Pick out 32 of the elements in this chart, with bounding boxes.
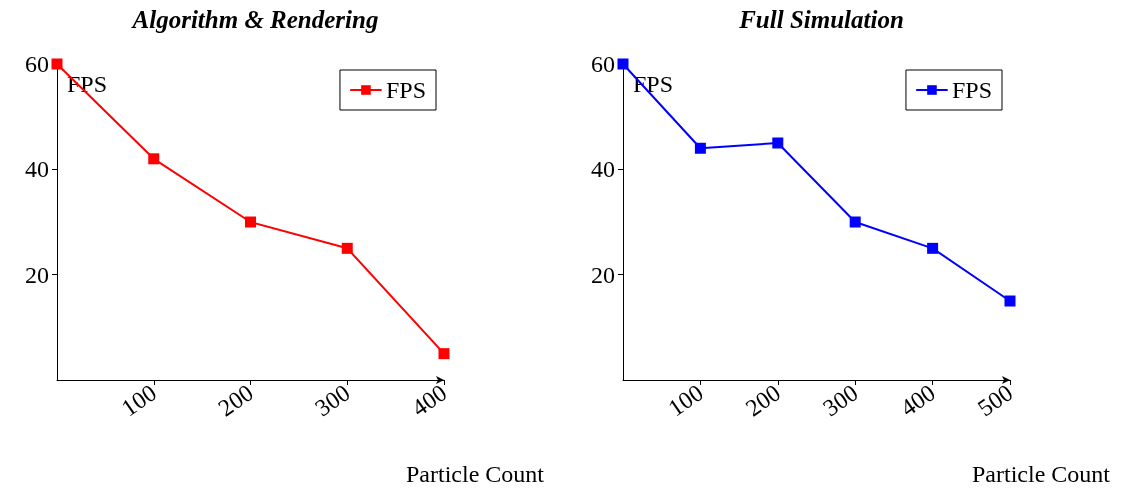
y-tick-label: 20 [25,261,49,288]
x-tick-label: 300 [818,379,863,422]
point [694,142,706,154]
x-tick-label: 100 [116,379,162,422]
y-tick-label: 60 [25,51,49,77]
point [438,348,450,360]
legend-label: FPS [951,77,992,103]
y-tick-label: 60 [591,51,615,77]
y-tick-label: 40 [591,156,615,183]
point [1004,295,1016,307]
x-tick-label: 400 [407,379,452,422]
x-axis-title: Particle Count [972,461,1111,487]
point [927,242,939,254]
x-tick-label: 300 [310,379,355,422]
x-tick-label: 500 [973,379,1018,422]
x-tick-label: 200 [213,379,258,422]
point [245,216,256,228]
point [772,137,784,149]
point [51,58,63,70]
x-tick-label: 100 [663,379,708,422]
x-tick-label: 200 [740,379,786,422]
chart-title: Algorithm & Rendering [130,6,379,33]
point [341,242,353,254]
point [617,58,629,70]
chart-title: Full Simulation [738,6,904,33]
point [148,153,160,165]
y-tick-label: 20 [591,261,615,288]
x-axis-title: Particle Count [406,461,545,487]
point [849,216,861,228]
legend-label: FPS [385,77,426,103]
x-tick-label: 400 [895,379,941,422]
y-tick-label: 40 [25,156,49,183]
